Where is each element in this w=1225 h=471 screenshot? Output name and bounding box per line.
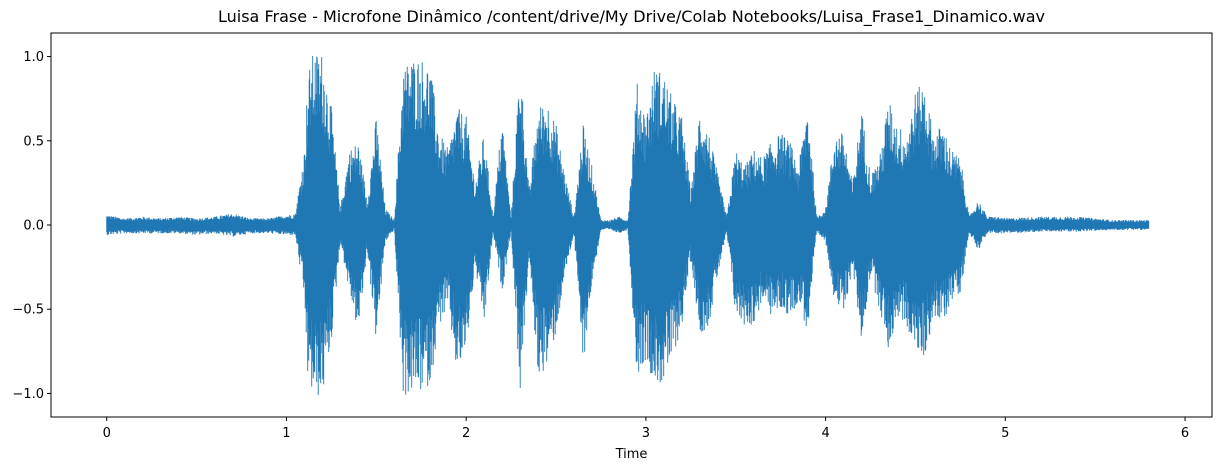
y-tick-label: −0.5 (12, 303, 44, 318)
waveform-series-0 (106, 55, 1150, 396)
y-tick-label: 0.5 (23, 134, 44, 149)
y-axis: 1.0 0.5 0.0 −0.5 −1.0 (12, 50, 51, 402)
x-tick-label: 0 (103, 426, 111, 441)
x-tick-label: 1 (282, 426, 290, 441)
x-axis: 0 1 2 3 4 5 6 (103, 417, 1189, 441)
y-tick-label: 0.0 (23, 219, 44, 234)
waveform-layer (106, 55, 1150, 396)
x-tick-label: 2 (462, 426, 470, 441)
y-tick-label: −1.0 (12, 387, 44, 402)
x-tick-label: 3 (642, 426, 650, 441)
x-axis-label: Time (615, 447, 648, 462)
x-tick-label: 4 (821, 426, 829, 441)
y-tick-label: 1.0 (23, 50, 44, 65)
x-tick-label: 5 (1001, 426, 1009, 441)
x-tick-label: 6 (1181, 426, 1189, 441)
chart-title: Luisa Frase - Microfone Dinâmico /conten… (218, 7, 1045, 27)
